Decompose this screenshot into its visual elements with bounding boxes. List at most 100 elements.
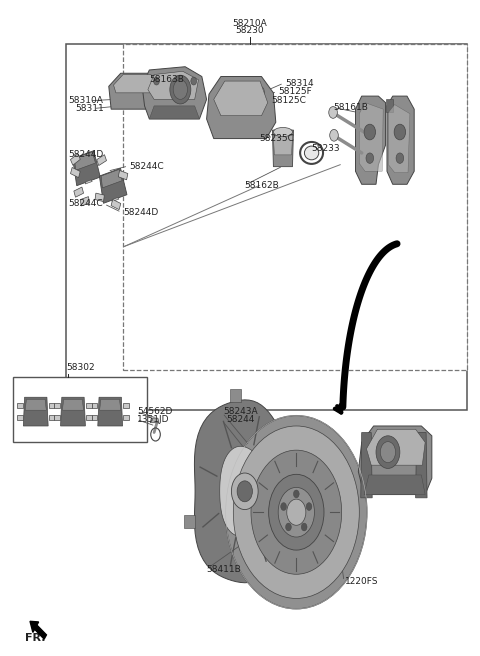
Circle shape xyxy=(380,441,396,462)
Polygon shape xyxy=(364,475,425,495)
Polygon shape xyxy=(17,415,23,420)
Circle shape xyxy=(170,75,191,104)
Polygon shape xyxy=(274,135,292,155)
Text: 1220FS: 1220FS xyxy=(345,577,379,586)
Bar xyxy=(66,44,467,409)
Circle shape xyxy=(394,124,406,140)
Text: 58411B: 58411B xyxy=(206,565,241,574)
Text: 58302: 58302 xyxy=(66,363,95,373)
Text: 58163B: 58163B xyxy=(149,75,184,84)
Polygon shape xyxy=(109,73,161,109)
Circle shape xyxy=(364,124,375,140)
Polygon shape xyxy=(416,432,427,498)
Polygon shape xyxy=(123,415,129,420)
Bar xyxy=(13,377,147,442)
Polygon shape xyxy=(230,389,241,402)
Polygon shape xyxy=(92,403,97,409)
Circle shape xyxy=(237,481,252,502)
Polygon shape xyxy=(54,403,60,409)
Polygon shape xyxy=(72,151,100,186)
Circle shape xyxy=(253,96,260,104)
Polygon shape xyxy=(101,169,122,188)
Circle shape xyxy=(154,77,159,85)
Polygon shape xyxy=(356,96,385,184)
FancyArrow shape xyxy=(30,621,47,639)
Ellipse shape xyxy=(274,127,292,136)
Text: 58210A: 58210A xyxy=(232,18,267,28)
Circle shape xyxy=(301,523,307,531)
Circle shape xyxy=(376,436,400,468)
Polygon shape xyxy=(25,400,46,410)
Polygon shape xyxy=(388,104,410,173)
Circle shape xyxy=(366,153,373,163)
Text: 58233: 58233 xyxy=(312,144,340,153)
Circle shape xyxy=(329,106,337,118)
Circle shape xyxy=(226,415,367,609)
Polygon shape xyxy=(273,130,293,167)
Polygon shape xyxy=(54,415,60,420)
Bar xyxy=(123,44,467,371)
Text: 58230: 58230 xyxy=(235,26,264,35)
Circle shape xyxy=(231,473,258,510)
Text: 58162B: 58162B xyxy=(245,181,279,190)
Polygon shape xyxy=(149,106,199,119)
Polygon shape xyxy=(98,398,122,426)
Text: 58125F: 58125F xyxy=(278,87,312,96)
Circle shape xyxy=(254,94,260,101)
Polygon shape xyxy=(86,403,92,409)
Polygon shape xyxy=(71,167,80,178)
Circle shape xyxy=(256,87,264,98)
Polygon shape xyxy=(71,154,80,165)
Text: 58244D: 58244D xyxy=(123,208,158,217)
Circle shape xyxy=(396,153,404,163)
Circle shape xyxy=(306,502,312,510)
Circle shape xyxy=(281,502,287,510)
Text: 58244C: 58244C xyxy=(129,161,164,171)
Polygon shape xyxy=(85,180,92,184)
Circle shape xyxy=(247,98,252,106)
Circle shape xyxy=(293,490,299,498)
Polygon shape xyxy=(123,403,129,409)
Polygon shape xyxy=(148,72,199,99)
Polygon shape xyxy=(214,81,268,115)
Polygon shape xyxy=(62,400,84,410)
Polygon shape xyxy=(142,67,206,119)
Text: 58311: 58311 xyxy=(75,104,104,113)
Polygon shape xyxy=(118,171,128,180)
Polygon shape xyxy=(114,75,156,93)
Polygon shape xyxy=(17,403,23,409)
Circle shape xyxy=(173,80,188,99)
Polygon shape xyxy=(74,187,84,197)
Polygon shape xyxy=(48,415,54,420)
Polygon shape xyxy=(387,96,414,184)
Circle shape xyxy=(251,450,342,574)
Text: 58125C: 58125C xyxy=(271,96,306,105)
Polygon shape xyxy=(60,398,85,426)
Circle shape xyxy=(286,523,291,531)
Polygon shape xyxy=(194,400,304,583)
Polygon shape xyxy=(48,403,54,409)
Polygon shape xyxy=(366,429,425,465)
Text: 58235C: 58235C xyxy=(259,134,294,143)
Polygon shape xyxy=(92,415,97,420)
Polygon shape xyxy=(86,415,92,420)
Ellipse shape xyxy=(304,146,319,160)
Polygon shape xyxy=(95,193,104,201)
Polygon shape xyxy=(112,197,119,201)
Polygon shape xyxy=(111,199,121,210)
Polygon shape xyxy=(74,152,96,171)
Text: 58161B: 58161B xyxy=(333,103,368,112)
Text: 1351JD: 1351JD xyxy=(137,415,170,424)
Text: 58244C: 58244C xyxy=(68,199,103,209)
Circle shape xyxy=(233,426,360,598)
Text: 58244: 58244 xyxy=(227,415,255,424)
Polygon shape xyxy=(24,398,48,426)
Circle shape xyxy=(191,77,197,85)
Circle shape xyxy=(287,499,306,525)
Polygon shape xyxy=(150,418,159,422)
Text: 54562D: 54562D xyxy=(137,407,173,416)
Circle shape xyxy=(330,129,338,141)
Polygon shape xyxy=(385,99,393,112)
Polygon shape xyxy=(206,77,276,138)
Polygon shape xyxy=(220,446,273,537)
